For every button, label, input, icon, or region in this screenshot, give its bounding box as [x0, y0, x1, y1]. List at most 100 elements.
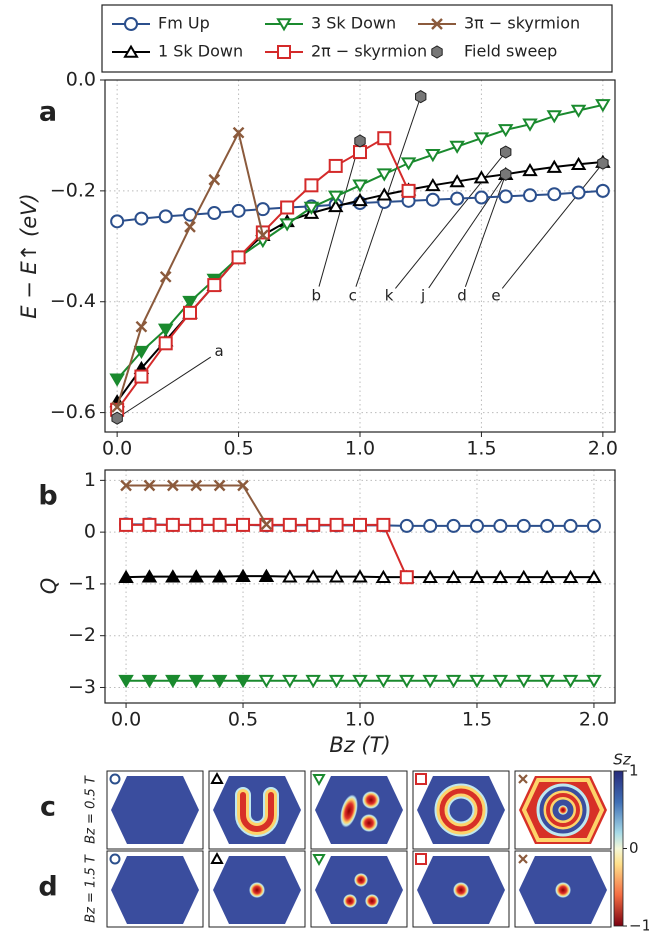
legend-label: 1 Sk Down	[158, 42, 243, 61]
marker	[235, 674, 251, 689]
marker	[399, 518, 414, 533]
marker	[260, 518, 273, 531]
marker	[207, 278, 222, 293]
y-tick-label: −3	[68, 676, 96, 698]
marker	[166, 479, 179, 492]
y-tick-label: 0.0	[66, 69, 96, 91]
marker	[445, 674, 462, 689]
marker	[539, 674, 555, 689]
marker	[157, 323, 174, 337]
colorbar-tick-label: 0	[629, 839, 639, 857]
marker	[523, 188, 537, 203]
plot-frame	[104, 79, 616, 433]
thumbnail	[514, 770, 612, 850]
marker	[232, 126, 245, 139]
legend-label: Fm Up	[158, 14, 210, 33]
marker	[570, 104, 587, 118]
marker	[165, 674, 181, 689]
thumbnail	[208, 850, 306, 928]
marker	[188, 674, 204, 689]
marker	[111, 411, 123, 425]
marker	[376, 517, 391, 532]
marker	[120, 479, 132, 492]
marker	[473, 132, 490, 146]
marker	[109, 373, 125, 387]
marker	[303, 201, 320, 215]
marker	[258, 568, 275, 582]
y-tick-label: −1	[68, 572, 96, 594]
marker	[328, 674, 345, 689]
marker	[158, 336, 173, 351]
marker	[280, 200, 295, 215]
marker	[235, 568, 251, 582]
y-tick-label: −0.4	[50, 290, 96, 312]
marker	[516, 518, 531, 533]
x-tick-label: 0.0	[102, 438, 132, 460]
annotation: e	[491, 287, 500, 305]
marker	[282, 674, 298, 689]
marker	[469, 674, 485, 689]
marker	[595, 183, 610, 198]
annotation-line	[318, 140, 361, 287]
plot-frame	[104, 469, 616, 704]
marker	[305, 674, 321, 689]
marker	[236, 517, 251, 532]
marker	[353, 145, 367, 160]
marker	[354, 134, 366, 148]
marker	[207, 206, 222, 221]
marker	[158, 209, 173, 224]
y-axis-label: Q	[37, 578, 61, 595]
marker	[190, 479, 203, 492]
marker	[540, 518, 555, 533]
marker	[231, 203, 246, 218]
marker	[124, 17, 138, 31]
marker	[276, 18, 292, 32]
marker	[547, 187, 562, 202]
marker	[304, 178, 319, 193]
marker	[165, 569, 181, 583]
marker	[425, 149, 441, 163]
thumbnail	[208, 770, 306, 850]
marker	[279, 218, 295, 232]
marker	[111, 401, 123, 413]
marker	[425, 177, 441, 192]
marker	[212, 517, 227, 532]
marker	[449, 174, 465, 188]
annotation: c	[349, 287, 357, 305]
marker	[492, 569, 509, 583]
marker	[188, 569, 204, 583]
marker	[450, 191, 465, 206]
marker	[431, 18, 443, 30]
annotation: j	[420, 287, 425, 305]
marker	[328, 569, 345, 583]
marker	[469, 518, 484, 533]
marker	[400, 157, 417, 171]
marker	[141, 569, 158, 583]
marker	[376, 187, 393, 201]
marker	[539, 569, 555, 583]
colorbar-tick-label: −1	[629, 917, 649, 931]
marker	[415, 90, 427, 104]
marker	[352, 674, 368, 689]
annotation: b	[312, 287, 322, 305]
marker	[516, 569, 532, 583]
series-line	[116, 136, 410, 411]
legend-label: 2π − skyrmion	[311, 42, 427, 61]
row-label: Bz = 1.5 T	[84, 854, 99, 923]
x-tick-label: 0.5	[223, 438, 253, 460]
marker	[469, 569, 485, 583]
x-tick-label: 2.0	[579, 709, 609, 731]
marker	[165, 517, 180, 532]
annotation-line	[501, 162, 604, 289]
panel-label: d	[38, 872, 57, 903]
marker	[516, 674, 532, 689]
panel-label: c	[40, 792, 56, 823]
marker	[352, 179, 368, 193]
x-tick-label: 2.0	[588, 438, 618, 460]
marker	[305, 569, 321, 583]
marker	[118, 569, 134, 583]
annotation-line	[464, 174, 507, 287]
marker	[492, 674, 509, 689]
marker	[497, 124, 514, 138]
